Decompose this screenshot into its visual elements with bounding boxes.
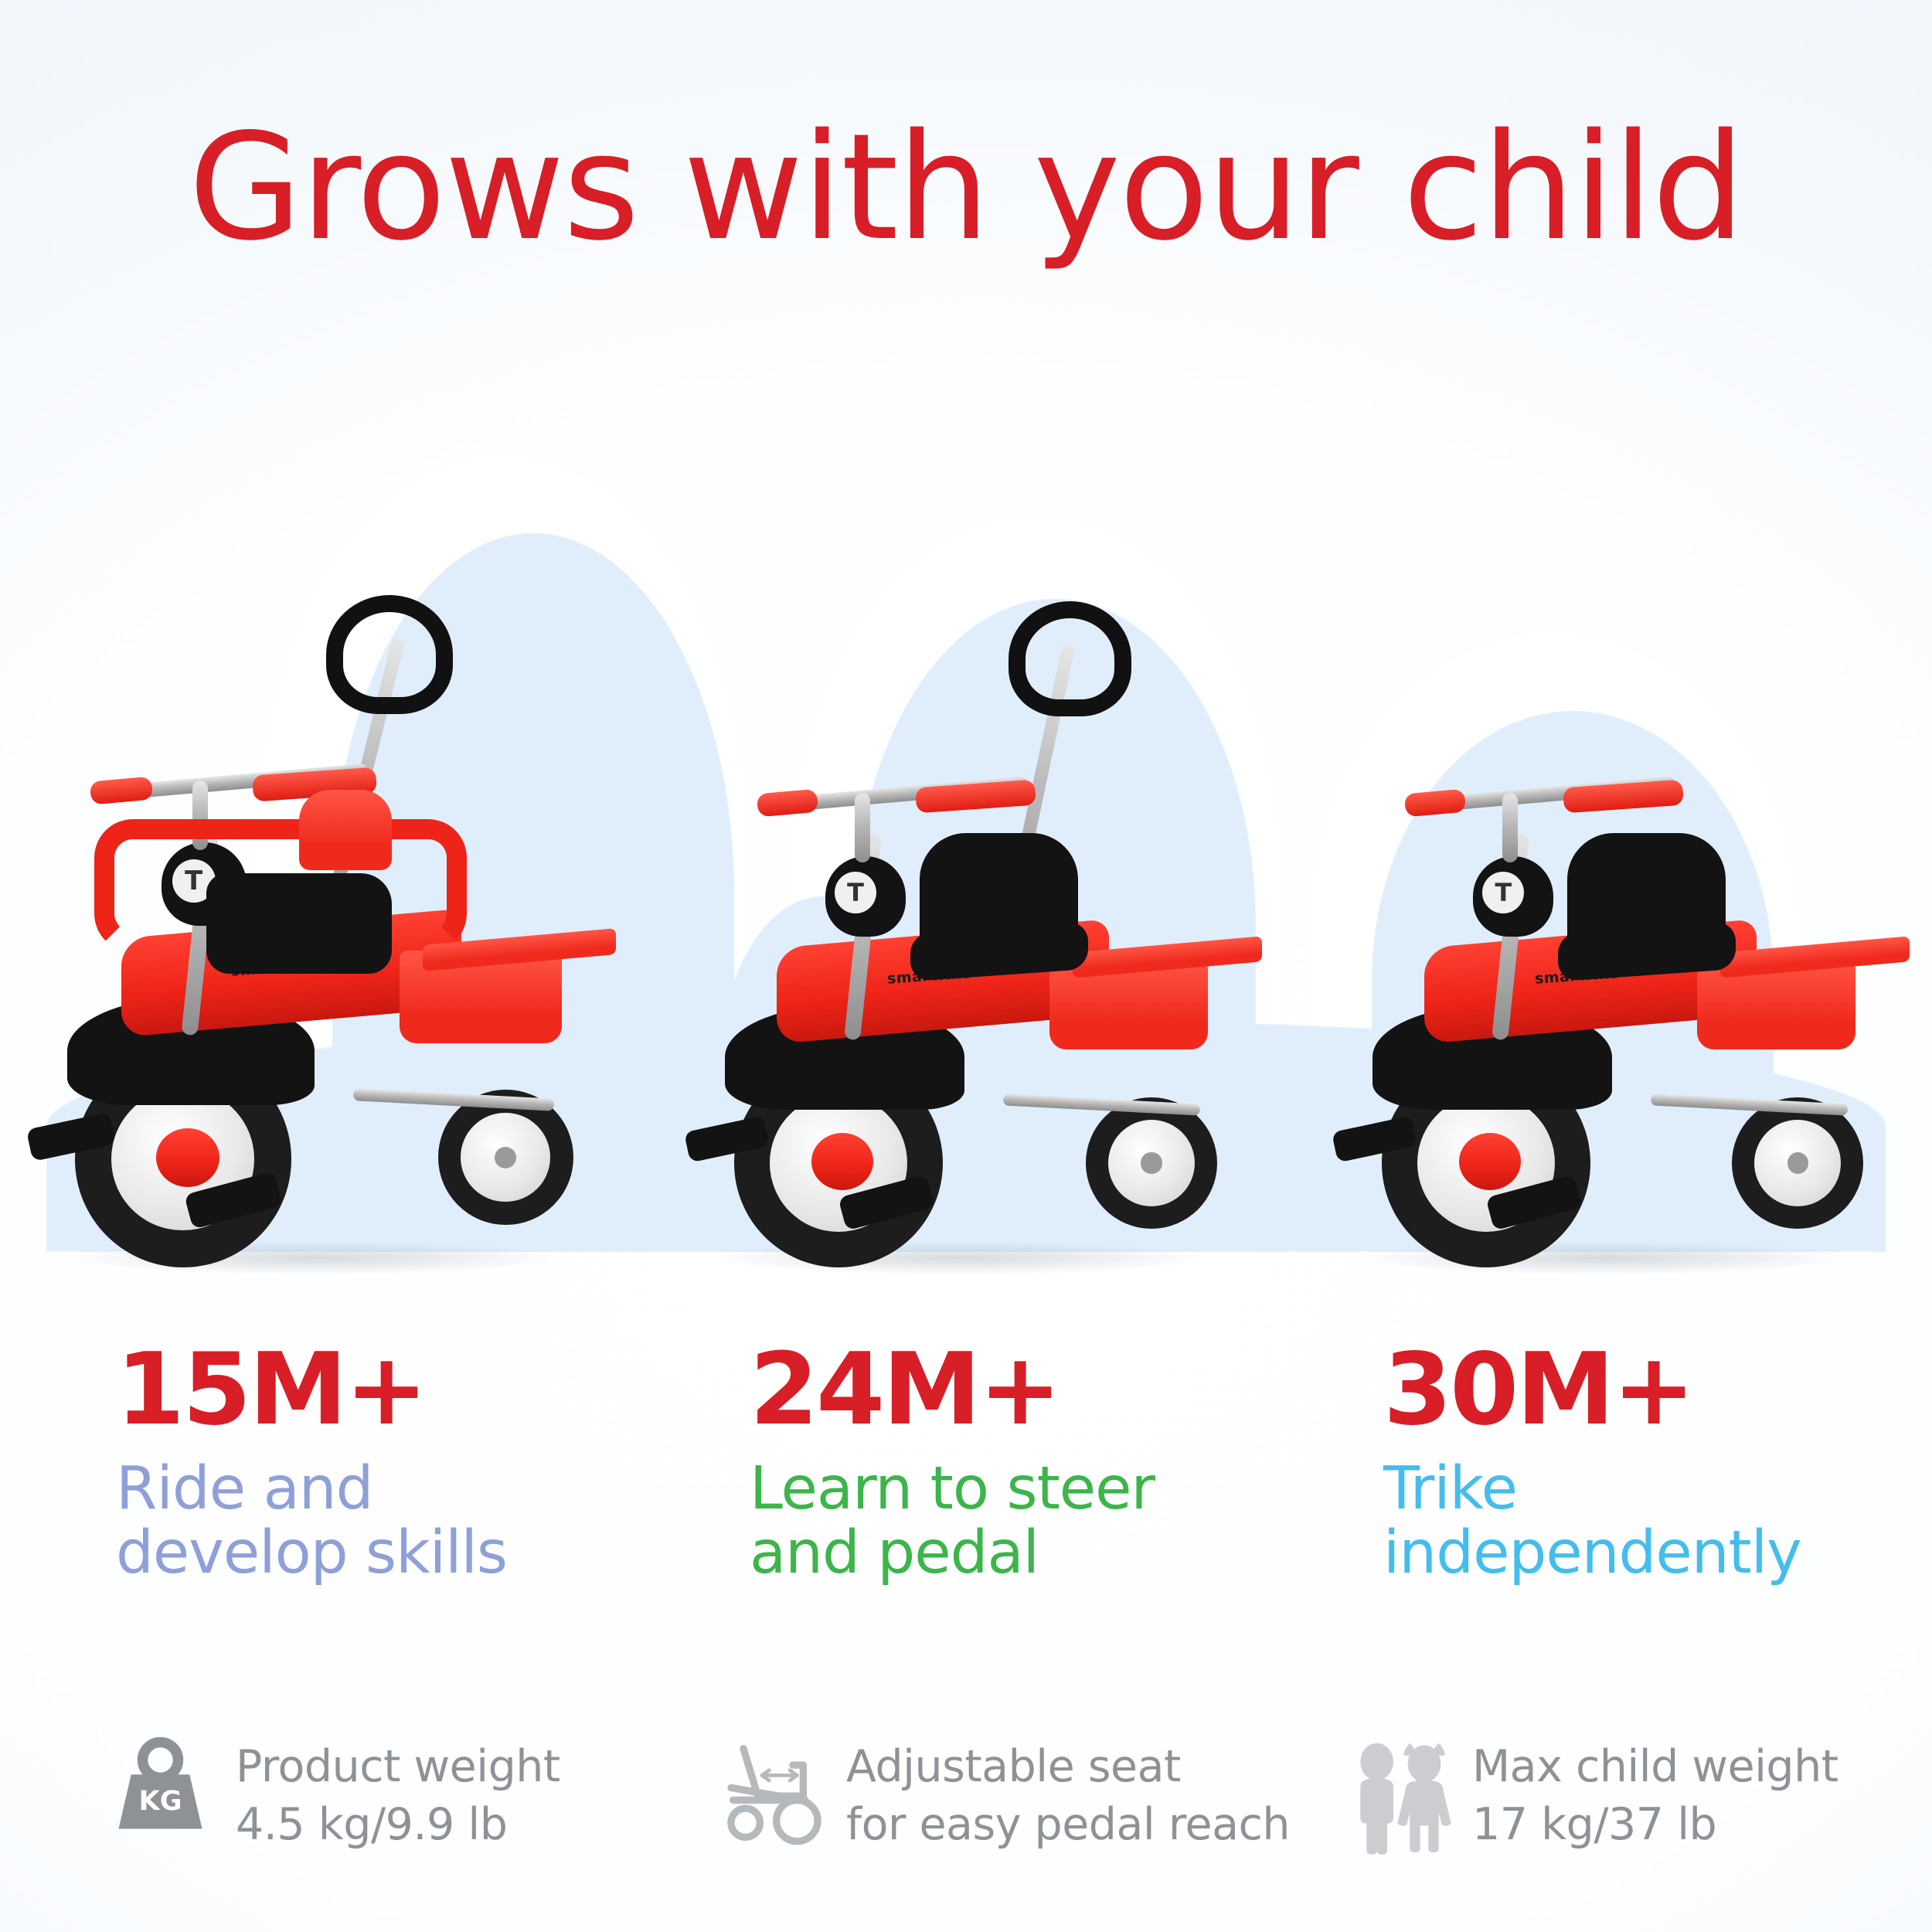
- feature-product-weight: KG Product weight 4.5 kg/9.9 lb: [0, 1735, 696, 1866]
- stage-desc-1: Ride and develop skills: [116, 1454, 508, 1588]
- stage-age-2: 24M+: [750, 1332, 1062, 1447]
- trike-illustration-1: smarTrike T: [21, 587, 624, 1283]
- pedal-crank: [1459, 1133, 1522, 1190]
- trike-illustration-2: smarTrike T: [665, 587, 1267, 1283]
- t-logo-badge: T: [1482, 872, 1525, 913]
- rear-wheel: [1085, 1097, 1217, 1229]
- stage-age-3: 30M+: [1383, 1332, 1696, 1447]
- feature-text-1: Product weight 4.5 kg/9.9 lb: [236, 1741, 560, 1851]
- handlebar-grip-left: [1404, 788, 1467, 818]
- handlebar-stem: [1502, 793, 1519, 862]
- harness-seat: [206, 873, 392, 974]
- stage-desc-3: Trike independently: [1383, 1454, 1802, 1588]
- svg-text:KG: KG: [139, 1785, 182, 1817]
- feature-row: KG Product weight 4.5 kg/9.9 lb: [0, 1735, 1932, 1866]
- feature-adjustable-seat: Adjustable seat for easy pedal reach: [696, 1735, 1306, 1866]
- handlebar-grip-left: [756, 788, 819, 818]
- handlebar-stem: [854, 793, 870, 862]
- feature-text-2: Adjustable seat for easy pedal reach: [846, 1741, 1291, 1851]
- stage-caption-1: 15M+ Ride and develop skills: [0, 1332, 665, 1588]
- weight-kg-icon: KG: [108, 1735, 236, 1866]
- product-image-stage-3: smarTrike T: [1288, 541, 1932, 1283]
- product-image-stage-1: smarTrike T: [0, 541, 644, 1283]
- page-title: Grows with your child: [188, 102, 1745, 273]
- feature-text-3: Max child weight 17 kg/37 lb: [1472, 1741, 1838, 1851]
- product-image-stage-2: smarTrike T: [644, 541, 1287, 1283]
- stage-desc-2: Learn to steer and pedal: [750, 1454, 1155, 1588]
- product-stage-images: smarTrike T: [0, 541, 1932, 1283]
- seat-back-handle: [298, 790, 392, 870]
- pedal-crank: [155, 1128, 219, 1187]
- handlebar-grip-left: [89, 776, 153, 805]
- push-handle-grip: [325, 595, 453, 714]
- rear-axle: [1002, 1094, 1201, 1116]
- rear-wheel: [437, 1090, 573, 1225]
- rear-wheel: [1732, 1097, 1864, 1229]
- adjustable-seat-icon: [719, 1735, 846, 1866]
- t-logo-badge: T: [834, 872, 876, 913]
- stage-captions: 15M+ Ride and develop skills 24M+ Learn …: [0, 1332, 1932, 1588]
- rear-axle: [1651, 1094, 1849, 1116]
- trike-illustration-3: smarTrike T: [1308, 587, 1911, 1283]
- pedal-crank: [811, 1133, 873, 1190]
- push-handle-grip: [1008, 601, 1131, 716]
- max-child-weight-icon: [1345, 1735, 1472, 1866]
- feature-max-child-weight: Max child weight 17 kg/37 lb: [1306, 1735, 1932, 1866]
- safety-bar: [94, 819, 467, 952]
- stage-age-1: 15M+: [116, 1332, 428, 1447]
- stage-caption-3: 30M+ Trike independently: [1298, 1332, 1932, 1588]
- stage-caption-2: 24M+ Learn to steer and pedal: [665, 1332, 1298, 1588]
